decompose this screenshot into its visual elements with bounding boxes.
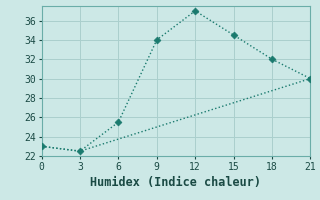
X-axis label: Humidex (Indice chaleur): Humidex (Indice chaleur) [91,176,261,189]
